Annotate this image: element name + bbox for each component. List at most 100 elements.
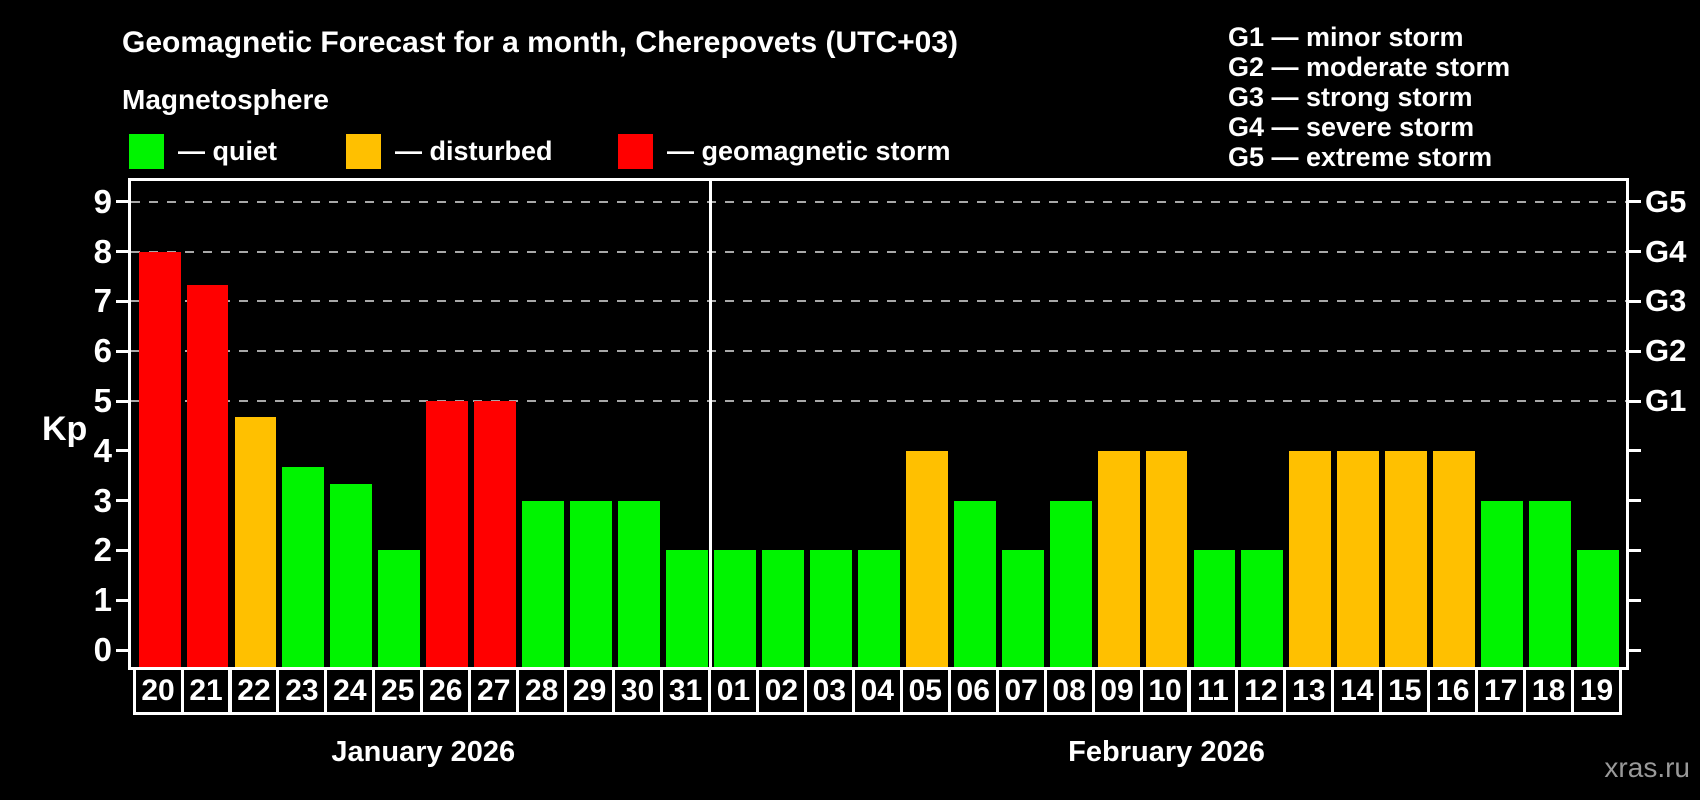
y-axis-title: Kp <box>42 410 88 448</box>
kp-bar <box>1241 550 1284 667</box>
kp-bar <box>1049 500 1092 667</box>
gridline-kp5 <box>131 400 1626 402</box>
day-label: 16 <box>1427 667 1479 715</box>
gridline-kp8 <box>131 250 1626 253</box>
g-axis-label-G3: G3 <box>1645 283 1687 319</box>
kp-bar <box>1145 450 1188 667</box>
y-tick-right <box>1629 548 1641 552</box>
y-tick-right <box>1629 399 1641 403</box>
legend-item-quiet: — quiet <box>129 133 277 169</box>
day-label: 05 <box>899 667 951 715</box>
kp-bar <box>666 550 708 667</box>
kp-bar <box>1577 550 1620 667</box>
day-label: 26 <box>420 667 472 715</box>
y-tick-label: 5 <box>93 382 112 419</box>
day-label: 15 <box>1379 667 1431 715</box>
day-label: 01 <box>708 667 759 715</box>
day-label: 08 <box>1043 667 1095 715</box>
day-label: 07 <box>995 667 1047 715</box>
y-tick-left <box>116 349 129 353</box>
kp-bar <box>138 251 181 667</box>
y-tick-left <box>116 250 129 254</box>
legend-item-disturbed: — disturbed <box>346 133 553 169</box>
day-label: 18 <box>1523 667 1575 715</box>
kp-bar <box>1097 450 1140 667</box>
y-tick-left <box>116 648 129 652</box>
day-label: 22 <box>228 667 280 715</box>
y-tick-right <box>1629 200 1641 204</box>
y-tick-left <box>116 449 129 453</box>
month-separator <box>709 181 712 667</box>
g-legend-line: G3 — strong storm <box>1228 82 1473 112</box>
y-tick-right <box>1629 598 1641 602</box>
kp-bar <box>857 550 900 667</box>
y-tick-right <box>1629 250 1641 254</box>
month-label: February 2026 <box>1068 736 1265 768</box>
day-label: 02 <box>755 667 807 715</box>
chart-title: Geomagnetic Forecast for a month, Cherep… <box>122 26 959 59</box>
legend-label-disturbed: — disturbed <box>395 135 553 166</box>
y-tick-label: 9 <box>93 182 112 220</box>
day-label: 19 <box>1571 667 1623 715</box>
kp-bar <box>186 284 229 667</box>
kp-bar <box>522 500 565 667</box>
y-tick-left <box>116 548 129 552</box>
day-label: 25 <box>372 667 424 715</box>
day-label: 28 <box>516 667 568 715</box>
day-label: 14 <box>1331 667 1383 715</box>
kp-bar <box>234 417 277 667</box>
day-label: 04 <box>851 667 903 715</box>
day-label: 31 <box>660 667 711 715</box>
month-label: January 2026 <box>331 736 516 768</box>
disturbed-swatch-icon <box>346 133 381 169</box>
y-tick-right <box>1629 299 1641 303</box>
day-label: 21 <box>180 667 232 715</box>
magnetosphere-subtitle: Magnetosphere <box>122 84 329 115</box>
day-label: 03 <box>803 667 855 715</box>
g-axis-label-G5: G5 <box>1645 183 1687 219</box>
kp-bar <box>618 500 661 667</box>
day-label: 11 <box>1187 667 1239 715</box>
y-tick-label: 0 <box>93 631 112 668</box>
y-tick-label: 1 <box>93 581 112 619</box>
y-tick-left <box>116 200 129 204</box>
y-tick-label: 7 <box>93 282 112 320</box>
g-legend-line: G4 — severe storm <box>1228 112 1475 142</box>
kp-bar <box>1385 450 1428 667</box>
y-tick-label: 8 <box>93 232 112 270</box>
g-axis-label-G1: G1 <box>1645 383 1687 418</box>
g-axis-label-G4: G4 <box>1645 233 1687 269</box>
gridline-kp9 <box>131 200 1626 203</box>
y-tick-right <box>1629 499 1641 503</box>
g-legend-line: G2 — moderate storm <box>1228 52 1511 82</box>
kp-bar <box>1337 450 1380 667</box>
day-label: 10 <box>1139 667 1191 715</box>
g-axis-label-G2: G2 <box>1645 333 1687 369</box>
kp-bar <box>905 450 948 667</box>
day-label: 27 <box>468 667 520 715</box>
y-tick-right <box>1629 648 1641 652</box>
day-label: 06 <box>947 667 999 715</box>
kp-bar <box>1289 450 1332 667</box>
kp-bar <box>953 500 996 667</box>
kp-bar <box>426 401 469 667</box>
legend-item-storm: — geomagnetic storm <box>618 133 951 169</box>
kp-bar <box>378 550 421 667</box>
gridline-kp7 <box>131 300 1626 303</box>
y-tick-right <box>1629 449 1641 453</box>
kp-bar <box>761 550 804 667</box>
day-label: 30 <box>612 667 664 715</box>
kp-bar <box>714 550 756 667</box>
quiet-swatch-icon <box>129 133 164 169</box>
y-tick-label: 2 <box>93 531 112 569</box>
y-tick-left <box>116 299 129 303</box>
y-tick-label: 3 <box>93 481 112 519</box>
legend-label-storm: — geomagnetic storm <box>667 135 951 166</box>
watermark: xras.ru <box>1604 752 1690 783</box>
kp-bar <box>1481 500 1524 667</box>
kp-bar <box>1001 550 1044 667</box>
day-label: 09 <box>1091 667 1143 715</box>
y-tick-label: 4 <box>93 431 112 469</box>
y-tick-label: 6 <box>93 332 112 370</box>
